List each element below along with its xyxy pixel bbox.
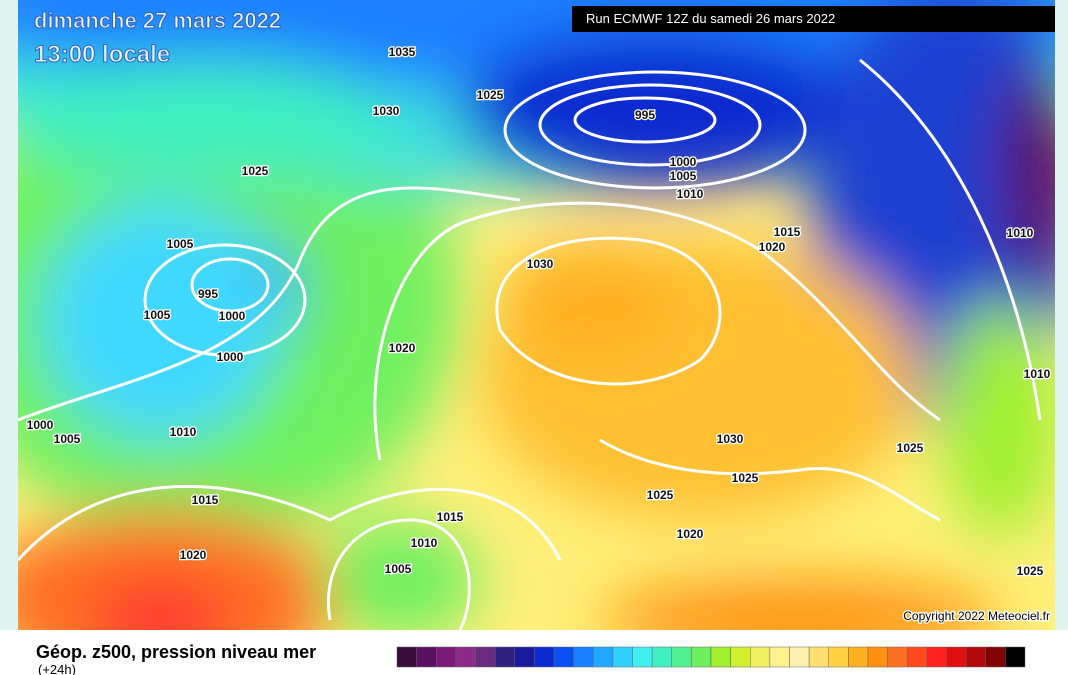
isobar-label: 1020 (180, 548, 207, 562)
isobar-label: 1010 (1024, 367, 1051, 381)
isobars (18, 58, 1042, 630)
isobar-label: 1025 (477, 88, 504, 102)
date: dimanche 27 mars 2022 (34, 8, 281, 33)
colorbar-swatch (475, 646, 496, 668)
colorbar-swatch (789, 646, 810, 668)
isobar-label: 995 (635, 108, 655, 122)
colorbar-swatch (828, 646, 849, 668)
isobar-label: 1010 (677, 187, 704, 201)
isobar-label: 1005 (385, 562, 412, 576)
colorbar-swatch (612, 646, 633, 668)
isobar-label: 1005 (144, 308, 171, 322)
isobar-label: 1000 (217, 350, 244, 364)
isobar-label: 1005 (670, 169, 697, 183)
isobar-label: 1005 (167, 237, 194, 251)
colorbar-swatch (848, 646, 869, 668)
isobar-label: 1030 (527, 257, 554, 271)
isobar-label: 1010 (170, 425, 197, 439)
run-box (572, 6, 1055, 32)
isobar-label: 1020 (677, 527, 704, 541)
isobar-label: 1015 (437, 510, 464, 524)
colorbar-swatch (710, 646, 731, 668)
colorbar-swatch (494, 646, 515, 668)
isobar-label: 1030 (373, 104, 400, 118)
legend-subtitle: (+24h) (38, 662, 76, 675)
colorbar-swatch (808, 646, 829, 668)
colorbar-swatch (867, 646, 888, 668)
isobar-label: 1025 (242, 164, 269, 178)
colorbar-swatch (671, 646, 692, 668)
isobar-label: 1020 (389, 341, 416, 355)
isobar-label: 1025 (1017, 564, 1044, 578)
isobar-labels: 1035103010259951000100510101025100599510… (25, 44, 1052, 580)
colorbar-swatch (651, 646, 672, 668)
colorbar-swatch (769, 646, 790, 668)
isobar-label: 1025 (647, 488, 674, 502)
colorbar-swatch (887, 646, 908, 668)
run: Run ECMWF 12Z du samedi 26 mars 2022 (586, 11, 835, 26)
colorbar-swatch (632, 646, 653, 668)
isobar-label: 1015 (774, 225, 801, 239)
isobar-label: 1025 (897, 441, 924, 455)
isobar-label: 1030 (717, 432, 744, 446)
colorbar-swatch (396, 646, 417, 668)
isobar-label: 1000 (219, 309, 246, 323)
colorbar-swatch (730, 646, 751, 668)
colorbar-swatch (1005, 646, 1026, 668)
isobar-label: 1000 (670, 155, 697, 169)
isobar-label: 1020 (759, 240, 786, 254)
colorbar-swatch (946, 646, 967, 668)
colorbar-swatch (514, 646, 535, 668)
isobar-label: 1015 (192, 493, 219, 507)
colorbar-swatch (455, 646, 476, 668)
isobar-label: 1000 (27, 418, 54, 432)
isobar-label: 1010 (411, 536, 438, 550)
colorbar-swatch (553, 646, 574, 668)
time: 13:00 locale (34, 41, 170, 68)
colorbar-swatch (416, 646, 437, 668)
isobar-label: 1010 (1007, 226, 1034, 240)
colorbar-swatch (691, 646, 712, 668)
isobar-label: 1025 (732, 471, 759, 485)
isobar-label: 1005 (54, 432, 81, 446)
isobar-label: 1035 (389, 45, 416, 59)
colorbar-swatch (907, 646, 928, 668)
colorbar-swatch (534, 646, 555, 668)
copyright: Copyright 2022 Meteociel.fr (903, 609, 1050, 623)
legend-title: Géop. z500, pression niveau mer (36, 642, 316, 662)
colorbar-swatch (926, 646, 947, 668)
colorbar-swatch (985, 646, 1006, 668)
isobar-label: 995 (198, 287, 218, 301)
colorbar-swatch (573, 646, 594, 668)
colorbar-swatch (436, 646, 457, 668)
colorbar-swatch (750, 646, 771, 668)
colorbar-swatch (965, 646, 986, 668)
colorbar-swatch (593, 646, 614, 668)
